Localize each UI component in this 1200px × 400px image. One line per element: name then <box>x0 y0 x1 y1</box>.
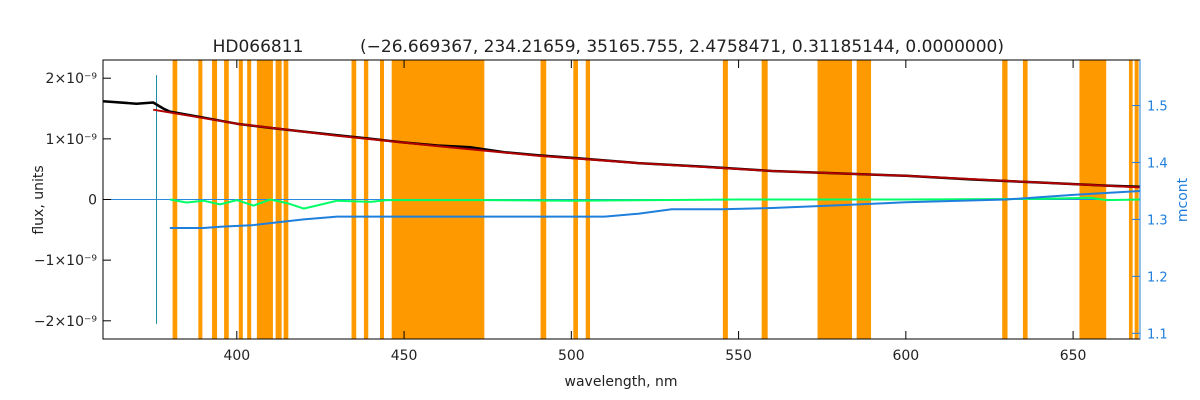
y-axis-ticks: 2×10⁻⁹ 1×10⁻⁹ 0 −1×10⁻⁹ −2×10⁻⁹ <box>34 71 111 330</box>
x-tick-label: 500 <box>558 348 585 364</box>
y-tick-label: −2×10⁻⁹ <box>34 314 98 330</box>
chart-subtitle: (−26.669367, 234.21659, 35165.755, 2.475… <box>360 37 1004 57</box>
series-line-4 <box>169 190 1141 229</box>
x-tick-label: 400 <box>223 348 250 364</box>
x-tick-label: 550 <box>725 348 752 364</box>
y-tick-label: 2×10⁻⁹ <box>46 71 98 87</box>
y2-axis-ticks: 1.1 1.2 1.3 1.4 1.5 <box>1132 100 1168 342</box>
y2-axis-label: mcont <box>1175 177 1191 222</box>
y-tick-label: 1×10⁻⁹ <box>46 132 98 148</box>
y2-tick-label: 1.3 <box>1147 213 1168 228</box>
x-axis-label: wavelength, nm <box>565 374 678 390</box>
chart-title: HD066811 <box>213 37 304 57</box>
x-axis-ticks: 400 450 500 550 600 650 <box>223 60 1086 364</box>
series-lines <box>102 75 1141 324</box>
series-line-2 <box>153 108 1141 189</box>
x-tick-label: 450 <box>391 348 418 364</box>
y2-tick-label: 1.4 <box>1147 156 1168 171</box>
y-tick-label: 0 <box>88 193 97 209</box>
x-tick-label: 650 <box>1060 348 1087 364</box>
y2-tick-label: 1.2 <box>1147 270 1168 285</box>
y-tick-label: −1×10⁻⁹ <box>34 253 98 269</box>
x-tick-label: 600 <box>892 348 919 364</box>
y2-tick-label: 1.5 <box>1147 100 1168 115</box>
y2-tick-label: 1.1 <box>1147 327 1168 342</box>
y-axis-label: flux, units <box>31 165 47 234</box>
